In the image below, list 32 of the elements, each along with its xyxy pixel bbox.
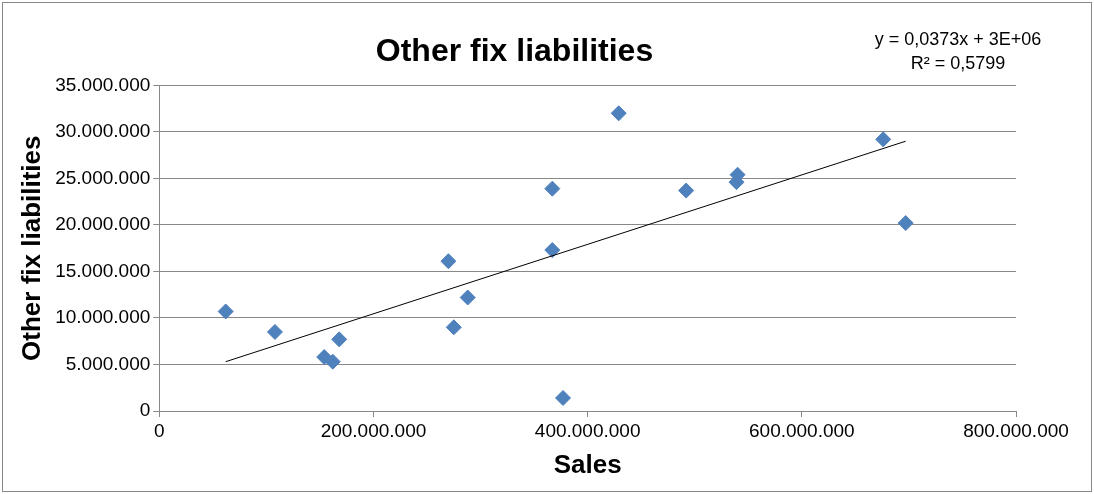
y-tick-label: 25.000.000 <box>55 166 151 188</box>
point <box>324 353 341 370</box>
point <box>555 389 572 406</box>
point <box>440 253 457 270</box>
chart-title: Other fix liabilities <box>375 32 654 69</box>
y-tick-label: 15.000.000 <box>55 259 151 281</box>
x-tick-label: 600.000.000 <box>748 419 855 441</box>
point <box>610 105 627 122</box>
y-tick-label: 5.000.000 <box>65 352 151 374</box>
y-tick-label: 35.000.000 <box>55 73 151 95</box>
point <box>459 289 476 306</box>
point <box>217 303 234 320</box>
y-axis-title: Other fix liabilities <box>15 135 46 361</box>
point <box>544 180 561 197</box>
point <box>266 323 283 340</box>
point <box>678 182 695 199</box>
x-axis-title: Sales <box>553 448 622 479</box>
x-tick-label: 0 <box>154 419 165 441</box>
point <box>897 215 914 232</box>
point <box>544 242 561 259</box>
y-tick-label: 0 <box>139 399 151 421</box>
x-tick-label: 800.000.000 <box>963 419 1069 441</box>
point <box>331 331 348 348</box>
x-tick-label: 200.000.000 <box>320 419 427 441</box>
text: y = 0,0373x + 3E+06 <box>874 28 1042 49</box>
y-tick-label: 30.000.000 <box>55 120 151 142</box>
text: R² = 0,5799 <box>910 52 1006 73</box>
point <box>875 131 892 148</box>
point <box>445 319 462 336</box>
x-tick-label: 400.000.000 <box>534 419 641 441</box>
y-tick-label: 20.000.000 <box>55 213 151 235</box>
y-tick-label: 10.000.000 <box>55 306 151 328</box>
